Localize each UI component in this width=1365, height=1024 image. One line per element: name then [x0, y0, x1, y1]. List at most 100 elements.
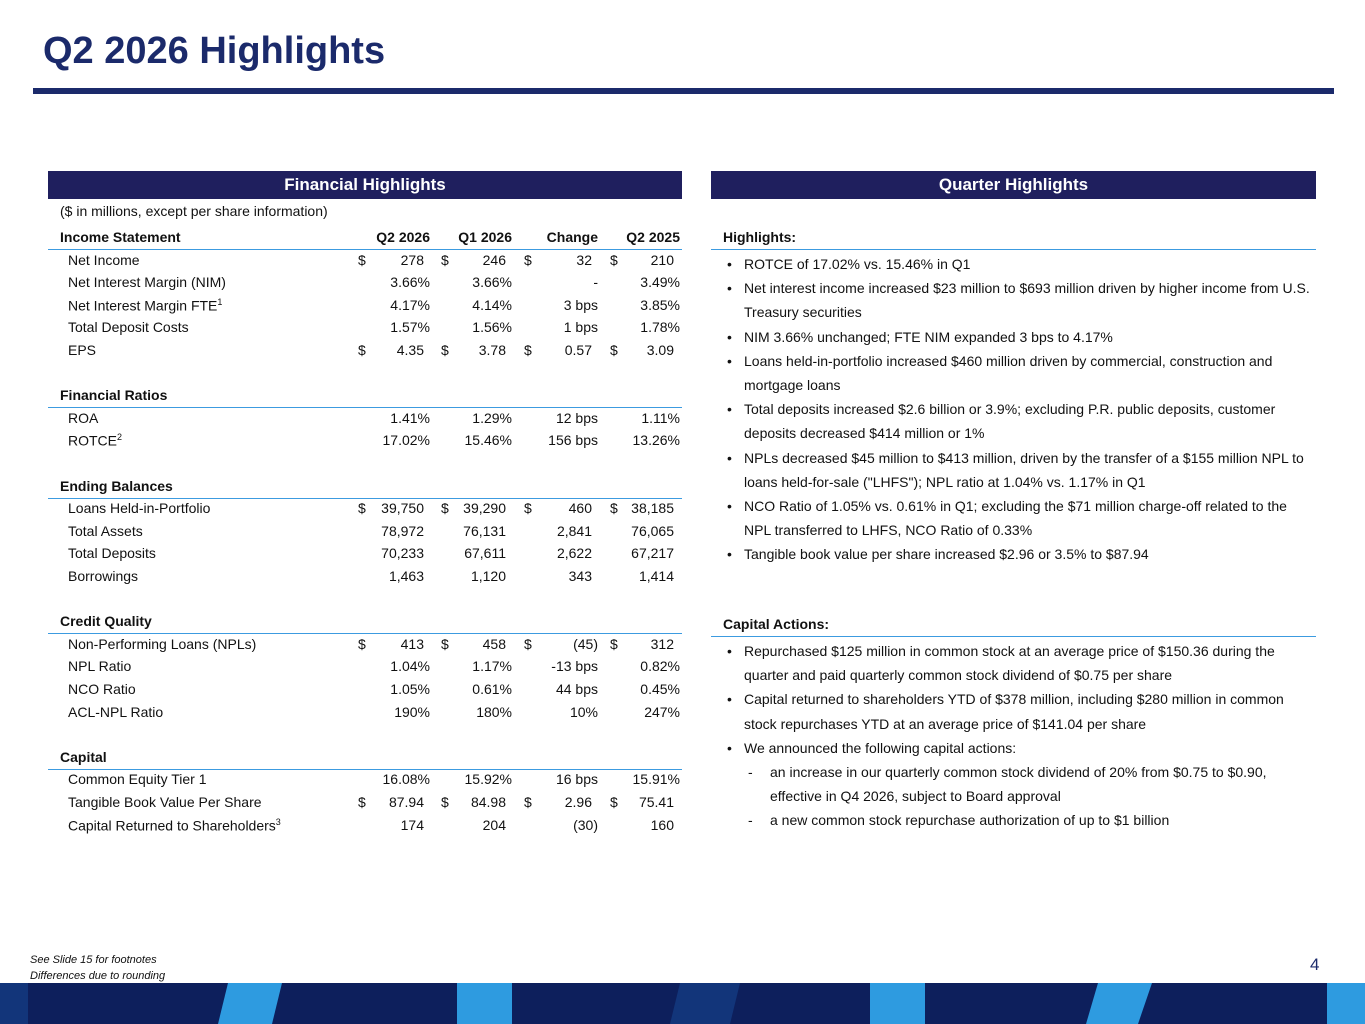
section-title: Financial Ratios: [60, 387, 168, 404]
bullet: NIM 3.66% unchanged; FTE NIM expanded 3 …: [723, 325, 1316, 349]
row-label: Net Interest Margin (NIM): [68, 274, 226, 290]
section-title: Highlights:: [723, 229, 797, 245]
currency: $: [524, 251, 532, 268]
currency: $: [358, 251, 366, 268]
cell-value: 3.85%: [640, 296, 680, 313]
cell-value: 87.94: [388, 794, 424, 810]
section-rule: [48, 633, 682, 635]
table-note: ($ in millions, except per share informa…: [60, 203, 328, 219]
currency: $: [610, 794, 618, 810]
bullet-block: Repurchased $125 million in common stock…: [723, 639, 1316, 833]
cell-value: 4.35: [396, 342, 424, 358]
cell-value: 1,414: [638, 568, 674, 584]
cell-value: 413: [400, 635, 424, 652]
cell-value: 1.57%: [390, 319, 430, 336]
label-text: Tangible Book Value Per Share: [68, 794, 262, 810]
band-shape: [670, 983, 740, 1024]
cell-value: 343: [568, 568, 592, 584]
footnote-ref: 2: [117, 432, 123, 443]
label-text: NPL Ratio: [68, 658, 132, 675]
cell-value: 13.26%: [632, 432, 680, 449]
cell-value: 4.14%: [472, 296, 512, 313]
footer-band: [0, 983, 1365, 1024]
currency: $: [358, 500, 366, 517]
cell-value: -13 bps: [551, 658, 598, 675]
row-label: Common Equity Tier 1: [68, 771, 207, 787]
cell-value: 156 bps: [548, 432, 598, 449]
currency: $: [441, 794, 449, 810]
currency: $: [610, 251, 618, 268]
row-label: ROTCE2: [68, 432, 122, 449]
cell-value: 84.98: [470, 794, 506, 810]
section-rule: [711, 249, 1316, 250]
currency: $: [610, 500, 618, 517]
currency: $: [441, 635, 449, 652]
cell-value: 38,185: [631, 500, 674, 517]
bullet: Repurchased $125 million in common stock…: [723, 639, 1316, 687]
cell-value: 0.61%: [472, 681, 512, 697]
cell-value: 1.41%: [390, 409, 430, 426]
cell-value: 204: [482, 816, 506, 833]
label-text: Net Income: [68, 251, 140, 268]
band-shape: [218, 983, 282, 1024]
label-text: ROA: [68, 409, 99, 426]
currency: $: [524, 500, 532, 517]
footnote: Differences due to rounding: [30, 970, 166, 982]
label-text: Net Interest Margin FTE: [68, 297, 218, 314]
slide-title: Q2 2026 Highlights: [43, 30, 386, 72]
cell-value: 0.57: [564, 342, 592, 358]
cell-value: 32: [576, 251, 592, 268]
currency: $: [358, 794, 366, 810]
currency: $: [524, 342, 532, 358]
title-rule: [33, 88, 1334, 94]
section-title: Income Statement: [60, 229, 181, 245]
cell-value: 190%: [394, 703, 430, 720]
cell-value: 67,611: [464, 545, 506, 562]
label-text: Borrowings: [68, 568, 139, 584]
band-shape: [1327, 983, 1365, 1024]
cell-value: 2.96: [564, 794, 592, 810]
row-label: EPS: [68, 342, 96, 358]
cell-value: 246: [482, 251, 506, 268]
cell-value: (45): [573, 635, 598, 652]
column-header: Q2 2025: [626, 229, 680, 245]
label-text: Total Deposits: [68, 545, 156, 562]
row-label: Total Assets: [68, 523, 143, 539]
cell-value: 0.45%: [640, 681, 680, 697]
cell-value: 15.92%: [464, 771, 512, 788]
bullet: ROTCE of 17.02% vs. 15.46% in Q1: [723, 252, 1316, 276]
section-rule: [48, 249, 682, 250]
cell-value: 247%: [644, 703, 680, 720]
cell-value: 3.66%: [390, 274, 430, 291]
cell-value: 1.11%: [641, 409, 680, 426]
cell-value: 1,120: [470, 568, 506, 584]
row-label: NCO Ratio: [68, 681, 136, 697]
section-title: Ending Balances: [60, 477, 173, 494]
section-title: Capital: [60, 748, 107, 765]
cell-value: 210: [650, 251, 674, 268]
footnotes: See Slide 15 for footnotes Differences d…: [30, 952, 165, 984]
row-label: NPL Ratio: [68, 658, 131, 674]
row-label: Net Income: [68, 252, 140, 268]
cell-value: 39,750: [381, 500, 424, 517]
cell-value: 78,972: [381, 522, 424, 539]
cell-value: 458: [482, 635, 506, 652]
sub-bullet: an increase in our quarterly common stoc…: [723, 760, 1316, 808]
cell-value: 1.04%: [390, 658, 430, 675]
label-text: Total Assets: [68, 522, 143, 539]
cell-value: 39,290: [463, 500, 506, 517]
column-header: Q2 2026: [376, 229, 430, 245]
cell-value: 1,463: [388, 568, 424, 584]
section-rule: [48, 407, 682, 409]
cell-value: 67,217: [631, 545, 674, 562]
column-header: Q1 2026: [458, 229, 512, 245]
row-label: Loans Held-in-Portfolio: [68, 500, 210, 516]
bullet: Total deposits increased $2.6 billion or…: [723, 397, 1316, 445]
currency: $: [441, 251, 449, 268]
bullet-block: ROTCE of 17.02% vs. 15.46% in Q1Net inte…: [723, 252, 1316, 567]
section-rule: [48, 768, 682, 770]
row-label: Total Deposits: [68, 545, 156, 561]
row-label: Capital Returned to Shareholders3: [68, 817, 281, 834]
cell-value: 76,065: [631, 522, 674, 539]
row-label: ROA: [68, 410, 98, 426]
